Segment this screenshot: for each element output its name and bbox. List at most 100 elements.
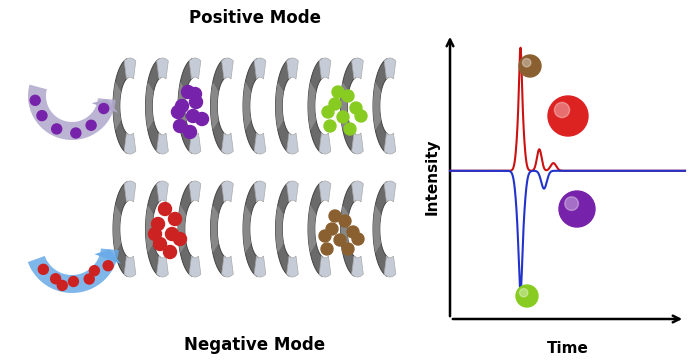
Polygon shape (189, 133, 201, 154)
Circle shape (350, 102, 362, 114)
Circle shape (519, 55, 541, 77)
Polygon shape (124, 181, 136, 202)
Circle shape (148, 228, 162, 241)
Circle shape (322, 106, 334, 118)
Polygon shape (113, 59, 128, 153)
Polygon shape (178, 82, 186, 130)
Polygon shape (124, 58, 136, 79)
Polygon shape (384, 181, 395, 202)
Polygon shape (308, 205, 316, 253)
Circle shape (181, 86, 195, 99)
Text: Positive Mode: Positive Mode (189, 9, 321, 27)
Circle shape (342, 90, 354, 102)
Polygon shape (351, 256, 363, 277)
Polygon shape (189, 181, 201, 202)
Circle shape (344, 123, 356, 135)
Polygon shape (308, 82, 316, 130)
Circle shape (334, 234, 346, 246)
Circle shape (559, 191, 595, 227)
Polygon shape (351, 133, 363, 154)
Polygon shape (243, 182, 258, 276)
Polygon shape (254, 256, 266, 277)
Polygon shape (146, 82, 154, 130)
Circle shape (352, 233, 364, 245)
Polygon shape (351, 58, 363, 79)
Circle shape (554, 102, 570, 118)
Circle shape (169, 213, 181, 226)
Polygon shape (178, 205, 186, 253)
Polygon shape (28, 249, 119, 293)
Circle shape (339, 215, 351, 227)
Polygon shape (384, 133, 395, 154)
Polygon shape (319, 256, 331, 277)
Polygon shape (94, 249, 121, 264)
Circle shape (565, 197, 578, 210)
Polygon shape (373, 59, 389, 153)
Polygon shape (308, 182, 323, 276)
Circle shape (188, 87, 202, 100)
Circle shape (38, 264, 48, 274)
Circle shape (164, 245, 176, 258)
Polygon shape (254, 133, 266, 154)
Circle shape (50, 274, 61, 284)
Polygon shape (113, 205, 121, 253)
Circle shape (71, 128, 80, 138)
Polygon shape (287, 256, 298, 277)
Circle shape (165, 228, 178, 241)
Polygon shape (211, 205, 218, 253)
Polygon shape (157, 58, 168, 79)
Circle shape (30, 95, 40, 105)
Circle shape (103, 261, 113, 271)
Polygon shape (340, 205, 349, 253)
Polygon shape (124, 133, 136, 154)
Polygon shape (243, 59, 258, 153)
Polygon shape (243, 82, 251, 130)
Circle shape (516, 285, 538, 307)
Polygon shape (222, 181, 233, 202)
Circle shape (90, 266, 99, 276)
Circle shape (329, 98, 341, 110)
Circle shape (174, 119, 186, 132)
Polygon shape (124, 256, 136, 277)
Circle shape (324, 120, 336, 132)
Polygon shape (157, 181, 168, 202)
Circle shape (183, 126, 197, 138)
Polygon shape (319, 58, 331, 79)
Polygon shape (178, 59, 193, 153)
Polygon shape (340, 82, 349, 130)
Polygon shape (28, 84, 116, 140)
Text: Time: Time (547, 341, 589, 356)
Circle shape (548, 96, 588, 136)
Circle shape (522, 59, 531, 67)
Polygon shape (384, 256, 395, 277)
Polygon shape (189, 58, 201, 79)
Polygon shape (211, 82, 218, 130)
Polygon shape (287, 58, 298, 79)
Polygon shape (113, 182, 128, 276)
Circle shape (158, 202, 172, 215)
Polygon shape (373, 182, 389, 276)
Circle shape (52, 124, 62, 134)
Polygon shape (92, 99, 118, 113)
Polygon shape (157, 256, 168, 277)
Polygon shape (340, 59, 356, 153)
Polygon shape (113, 82, 121, 130)
Polygon shape (157, 133, 168, 154)
Circle shape (321, 243, 333, 255)
Polygon shape (222, 133, 233, 154)
Circle shape (172, 106, 185, 119)
Circle shape (326, 223, 338, 235)
Polygon shape (189, 256, 201, 277)
Polygon shape (340, 182, 356, 276)
Polygon shape (254, 58, 266, 79)
Polygon shape (211, 59, 225, 153)
Circle shape (186, 110, 200, 123)
Polygon shape (146, 182, 161, 276)
Circle shape (37, 111, 47, 120)
Polygon shape (319, 133, 331, 154)
Circle shape (86, 120, 96, 130)
Polygon shape (276, 182, 290, 276)
Circle shape (342, 243, 354, 255)
Circle shape (347, 226, 359, 238)
Circle shape (337, 111, 349, 123)
